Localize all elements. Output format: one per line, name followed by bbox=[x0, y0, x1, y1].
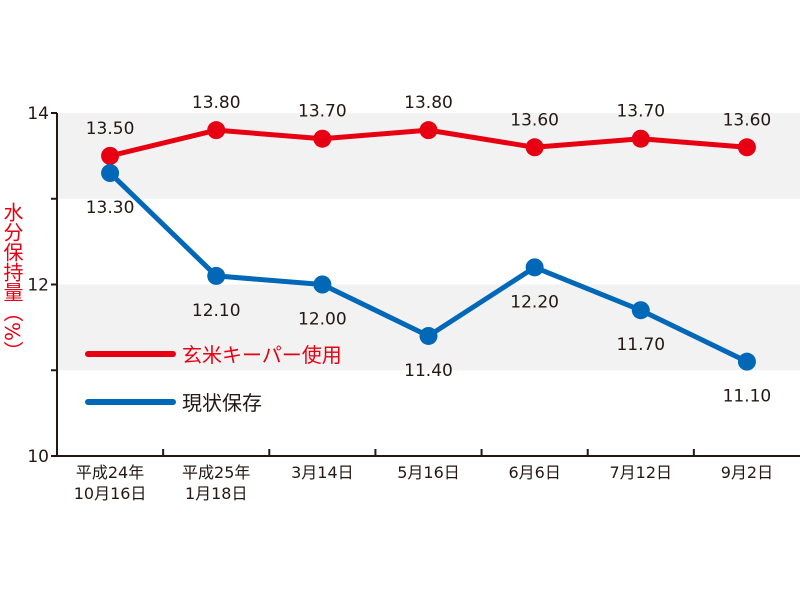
data-point bbox=[101, 146, 120, 165]
data-label: 11.40 bbox=[404, 361, 453, 381]
data-point bbox=[419, 121, 438, 140]
data-label: 13.60 bbox=[510, 110, 559, 130]
data-label: 13.60 bbox=[723, 110, 772, 130]
data-label: 12.20 bbox=[510, 292, 559, 312]
x-tick-label: 平成24年 bbox=[76, 463, 144, 482]
y-tick-label: 14 bbox=[27, 104, 49, 124]
data-label: 13.50 bbox=[86, 119, 135, 139]
data-point bbox=[207, 266, 226, 285]
y-tick-label: 12 bbox=[27, 276, 49, 296]
x-tick-label: 3月14日 bbox=[291, 463, 354, 482]
y-axis-label: 水分保持量（%） bbox=[0, 202, 24, 362]
legend-label: 玄米キーパー使用 bbox=[182, 343, 342, 367]
data-label: 13.80 bbox=[404, 93, 453, 113]
legend-label: 現状保存 bbox=[182, 391, 262, 415]
data-label: 13.70 bbox=[616, 102, 665, 122]
data-point bbox=[313, 129, 332, 148]
data-point bbox=[737, 138, 756, 157]
x-tick-label: 平成25年 bbox=[182, 463, 250, 482]
data-point bbox=[313, 275, 332, 294]
data-point bbox=[525, 138, 544, 157]
data-label: 13.30 bbox=[86, 198, 135, 218]
data-label: 13.70 bbox=[298, 102, 347, 122]
x-tick-label: 6月6日 bbox=[508, 463, 560, 482]
data-label: 13.80 bbox=[192, 93, 241, 113]
x-tick-label: 5月16日 bbox=[397, 463, 460, 482]
data-label: 12.10 bbox=[192, 301, 241, 321]
data-label: 11.10 bbox=[723, 387, 772, 407]
x-tick-label: 10月16日 bbox=[74, 484, 147, 503]
x-tick-label: 1月18日 bbox=[185, 484, 248, 503]
y-tick-label: 10 bbox=[27, 447, 49, 467]
data-label: 12.00 bbox=[298, 310, 347, 330]
data-point bbox=[631, 301, 650, 320]
data-point bbox=[737, 352, 756, 371]
data-point bbox=[101, 164, 120, 183]
x-tick-label: 9月2日 bbox=[721, 463, 773, 482]
data-label: 11.70 bbox=[616, 335, 665, 355]
data-point bbox=[525, 258, 544, 277]
data-point bbox=[207, 121, 226, 140]
data-point bbox=[631, 129, 650, 148]
x-tick-label: 7月12日 bbox=[610, 463, 673, 482]
data-point bbox=[419, 326, 438, 345]
